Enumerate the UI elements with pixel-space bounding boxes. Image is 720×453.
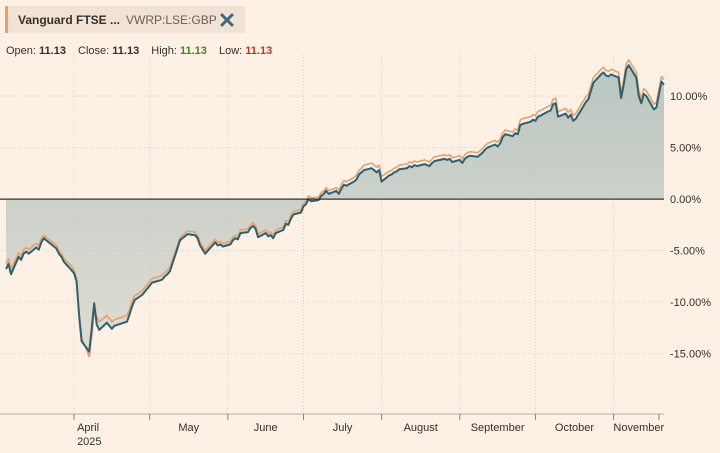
low-value: 11.13 bbox=[245, 45, 273, 57]
y-tick-label: 10.00% bbox=[670, 91, 708, 103]
open-value: 11.13 bbox=[39, 45, 66, 57]
y-tick-label: -5.00% bbox=[670, 246, 705, 258]
area-fill bbox=[6, 65, 664, 352]
y-tick-label: 5.00% bbox=[670, 143, 701, 155]
instrument-name: Vanguard FTSE ... bbox=[18, 12, 121, 27]
x-tick-label: July bbox=[333, 422, 353, 434]
close-value: 11.13 bbox=[112, 45, 140, 57]
main-series-area bbox=[6, 65, 664, 352]
x-tick-label: August bbox=[404, 422, 438, 434]
x-tick-label: October bbox=[555, 422, 594, 434]
x-tick-label: May bbox=[178, 422, 199, 434]
x-axis: April May June July August September October No… bbox=[0, 413, 664, 448]
close-x-icon[interactable] bbox=[219, 12, 235, 28]
y-tick-label: -15.00% bbox=[670, 349, 711, 361]
x-tick-label: April bbox=[77, 422, 99, 434]
x-year-label: 2025 bbox=[77, 436, 101, 448]
main-series-line bbox=[5, 64, 665, 353]
y-tick-label: -10.00% bbox=[670, 297, 711, 309]
y-axis-labels: 10.00% 5.00% 0.00% -5.00% -10.00% -15.00% bbox=[670, 91, 711, 361]
series-lines bbox=[5, 59, 665, 358]
y-tick-label: 0.00% bbox=[670, 194, 701, 206]
high-label: High: bbox=[151, 45, 177, 57]
open-label: Open: bbox=[6, 45, 36, 57]
instrument-tag: Vanguard FTSE ... VWRP:LSE:GBP bbox=[5, 6, 245, 33]
low-label: Low: bbox=[218, 45, 243, 57]
ohlc-readout: Open: 11.13 Close: 11.13 High: 11.13 Low… bbox=[6, 45, 272, 57]
instrument-symbol: VWRP:LSE:GBP bbox=[126, 12, 217, 27]
x-tick-label: June bbox=[254, 422, 278, 434]
close-label: Close: bbox=[78, 45, 110, 57]
x-tick-label: November bbox=[613, 422, 664, 434]
x-tick-label: September bbox=[471, 422, 525, 434]
high-value: 11.13 bbox=[180, 45, 207, 57]
